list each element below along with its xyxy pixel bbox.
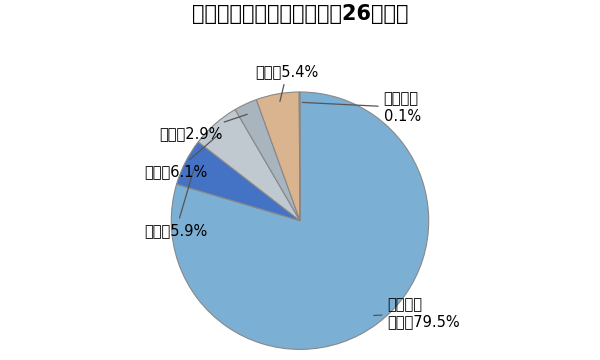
Wedge shape bbox=[171, 92, 429, 350]
Wedge shape bbox=[256, 92, 300, 221]
Text: 仙台，2.9%: 仙台，2.9% bbox=[160, 114, 247, 141]
Title: 国内線路線別シェア（平成26年度）: 国内線路線別シェア（平成26年度） bbox=[192, 4, 408, 24]
Wedge shape bbox=[235, 100, 300, 221]
Wedge shape bbox=[299, 92, 300, 221]
Text: 成田，5.9%: 成田，5.9% bbox=[144, 169, 208, 238]
Wedge shape bbox=[176, 142, 300, 221]
Text: 札幌，6.1%: 札幌，6.1% bbox=[144, 134, 220, 179]
Text: 東京（羽
田），79.5%: 東京（羽 田），79.5% bbox=[374, 297, 460, 329]
Wedge shape bbox=[198, 109, 300, 221]
Text: 沖縄，5.4%: 沖縄，5.4% bbox=[256, 64, 319, 102]
Text: その他，
0.1%: その他， 0.1% bbox=[302, 91, 421, 123]
